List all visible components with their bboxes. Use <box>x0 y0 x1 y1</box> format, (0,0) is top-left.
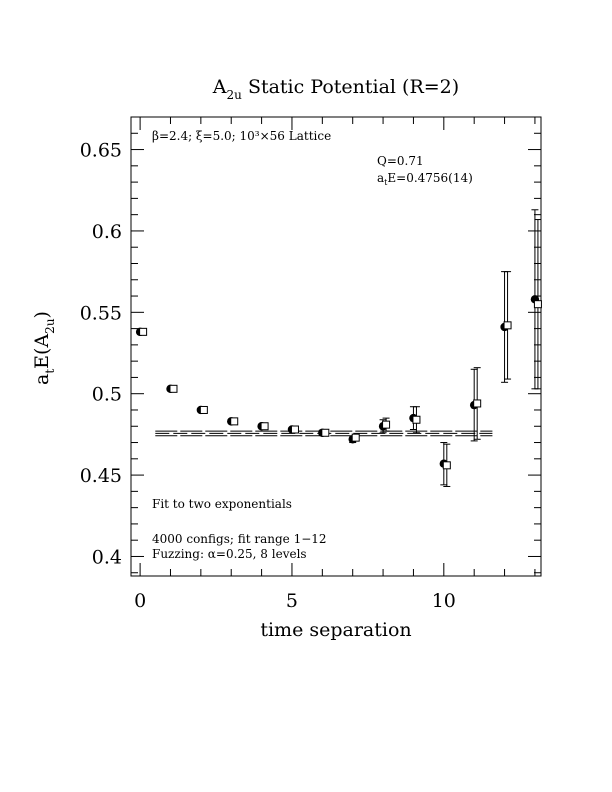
chart-title-sub: 2u <box>227 88 243 102</box>
data-point-square <box>139 327 148 336</box>
data-point-square <box>260 422 269 431</box>
y-tick-label: 0.45 <box>80 465 122 487</box>
y-axis-title-sub1: t <box>43 369 57 374</box>
lattice-annotation: β=2.4; ξ=5.0; 10³×56 Lattice <box>152 129 331 143</box>
y-axis-title-end: ) <box>31 311 53 318</box>
chart-title-main: A <box>212 76 227 98</box>
data-point-square <box>503 321 512 330</box>
x-tick-label: 10 <box>432 590 456 612</box>
data-point-square <box>290 425 299 434</box>
tick-labels: 0.4 0.45 0.5 0.55 0.6 0.65 0 5 10 <box>80 140 456 612</box>
data-point-square <box>199 405 208 414</box>
x-tick-label: 5 <box>286 590 298 612</box>
y-tick-label: 0.55 <box>80 302 122 324</box>
y-tick-label: 0.6 <box>92 221 122 243</box>
y-axis-title: atE(A2u) <box>31 311 57 385</box>
x-tick-label: 0 <box>134 590 146 612</box>
energy-annotation-sub: t <box>384 178 388 187</box>
energy-annotation-main: a <box>377 171 384 185</box>
chart-title-rest: Static Potential (R=2) <box>242 76 459 98</box>
y-tick-label: 0.5 <box>92 384 122 406</box>
y-tick-label: 0.65 <box>80 140 122 162</box>
data-point-square <box>230 417 239 426</box>
y-axis-title-main: a <box>31 374 53 385</box>
data-point-square <box>412 415 421 424</box>
plot-frame <box>130 116 542 577</box>
energy-annotation: atE=0.4756(14) <box>377 171 473 187</box>
chart-title: A2u Static Potential (R=2) <box>212 76 459 102</box>
data-point-square <box>442 461 451 470</box>
energy-annotation-rest: E=0.4756(14) <box>387 171 472 185</box>
data-point-square <box>533 300 542 309</box>
y-axis-title-sub2: 2u <box>43 318 57 334</box>
x-axis-title: time separation <box>260 619 411 641</box>
data-point-square <box>321 428 330 437</box>
data-point-square <box>169 384 178 393</box>
data-point-square <box>351 433 360 442</box>
q-annotation: Q=0.71 <box>377 154 424 168</box>
y-axis-title-mid: E(A <box>31 334 53 369</box>
data-points <box>135 209 542 487</box>
data-point-square <box>473 399 482 408</box>
data-point-square <box>382 420 391 429</box>
y-tick-label: 0.4 <box>92 546 122 568</box>
configs-annotation: 4000 configs; fit range 1−12 <box>152 532 327 546</box>
fit-method-annotation: Fit to two exponentials <box>152 497 292 511</box>
fuzzing-annotation: Fuzzing: α=0.25, 8 levels <box>152 547 307 561</box>
